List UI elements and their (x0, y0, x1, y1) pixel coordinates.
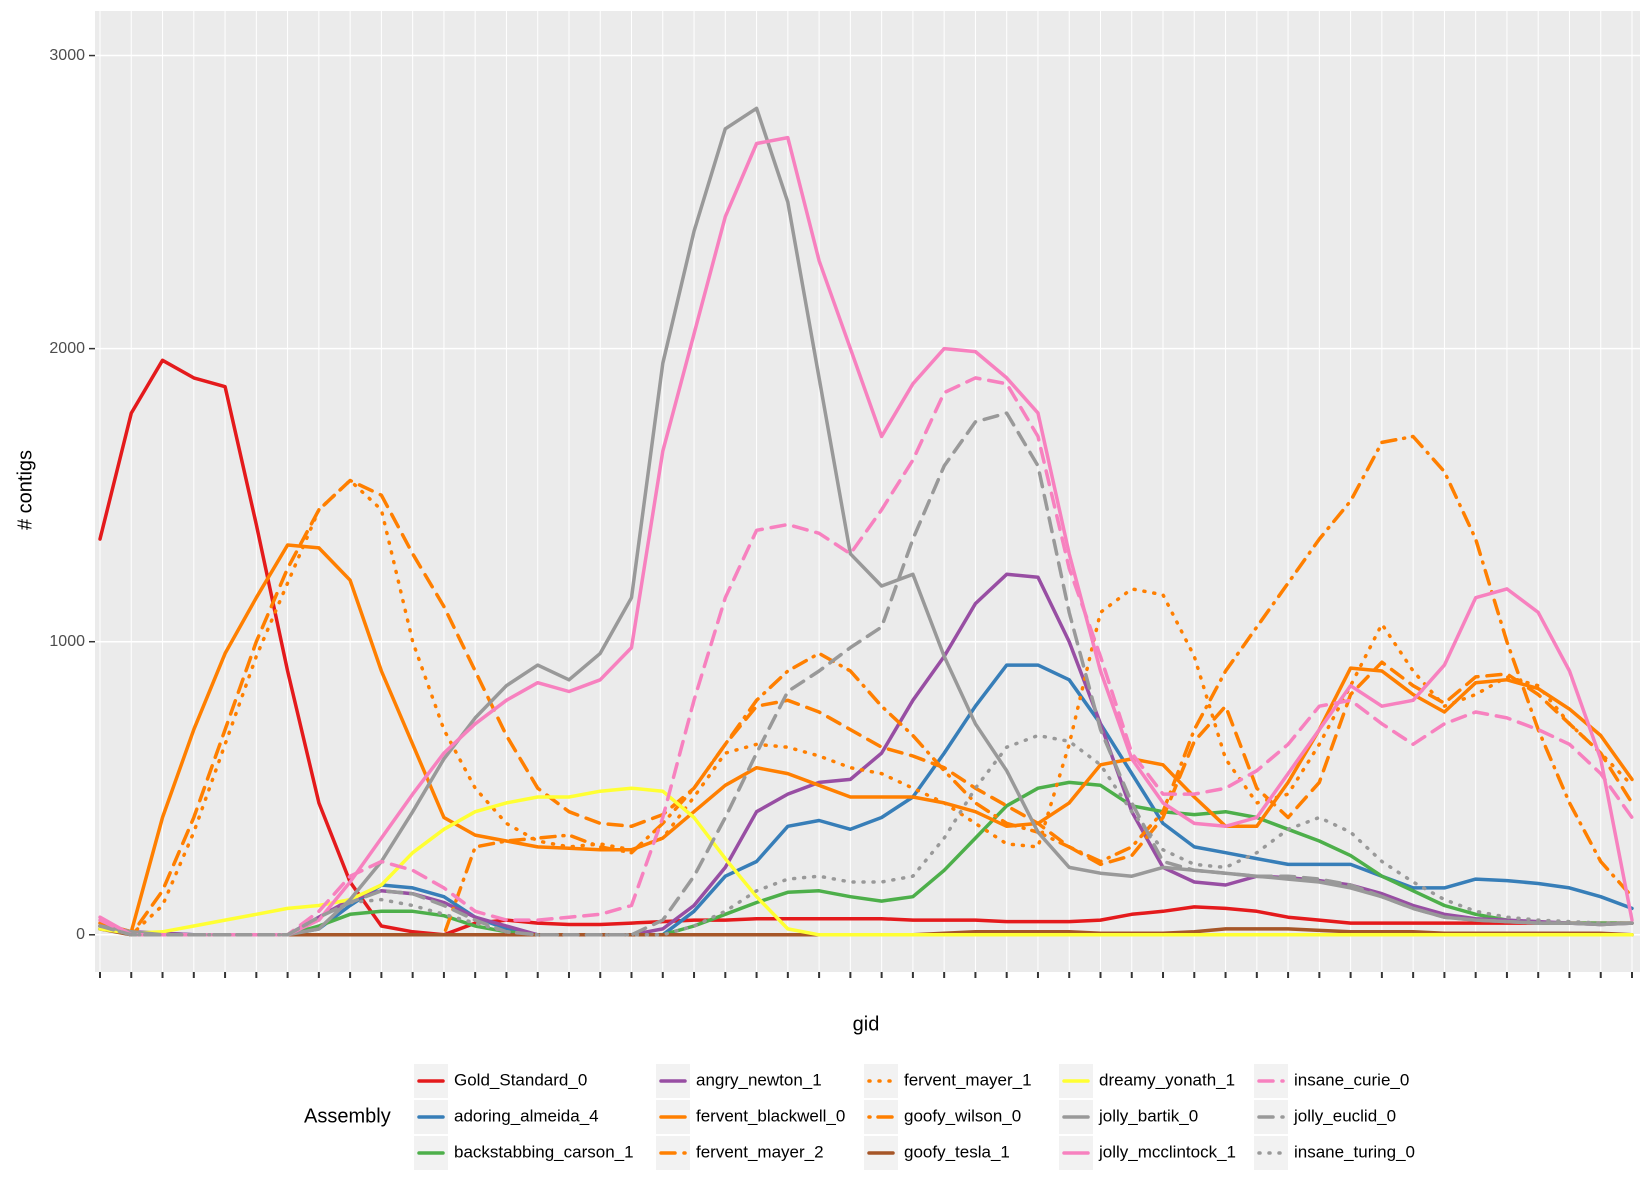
panel (95, 11, 1640, 972)
legend-label: adoring_almeida_4 (454, 1106, 599, 1125)
series-line (98, 543, 1634, 934)
series-line (98, 478, 1634, 937)
legend-label: fervent_blackwell_0 (696, 1106, 845, 1125)
legend-label: backstabbing_carson_1 (454, 1142, 634, 1161)
legend-label: angry_newton_1 (696, 1070, 822, 1089)
legend-label: Gold_Standard_0 (454, 1070, 587, 1089)
legend-label: jolly_bartik_0 (1098, 1106, 1198, 1125)
x-axis-label: gid (853, 1013, 880, 1035)
legend-label: insane_turing_0 (1294, 1142, 1415, 1161)
legend-label: fervent_mayer_1 (904, 1070, 1032, 1089)
series-line (98, 376, 1634, 937)
series-line (98, 411, 1634, 937)
series-line (98, 478, 1634, 937)
y-axis-label: # contigs (14, 450, 36, 530)
legend-label: jolly_mcclintock_1 (1098, 1142, 1236, 1161)
y-tick-label: 2000 (49, 340, 85, 357)
series-line (98, 358, 1634, 937)
series-line (98, 780, 1634, 937)
legend-label: fervent_mayer_2 (696, 1142, 824, 1161)
legend-label: goofy_tesla_1 (904, 1142, 1010, 1161)
legend-label: insane_curie_0 (1294, 1070, 1409, 1089)
legend-label: goofy_wilson_0 (904, 1106, 1021, 1125)
y-tick-label: 0 (76, 926, 85, 943)
y-tick-label: 1000 (49, 633, 85, 650)
series-line (98, 786, 1634, 937)
legend-title: Assembly (304, 1105, 391, 1127)
legend-label: jolly_euclid_0 (1293, 1106, 1396, 1125)
y-tick-label: 3000 (49, 47, 85, 64)
legend-label: dreamy_yonath_1 (1099, 1070, 1235, 1089)
